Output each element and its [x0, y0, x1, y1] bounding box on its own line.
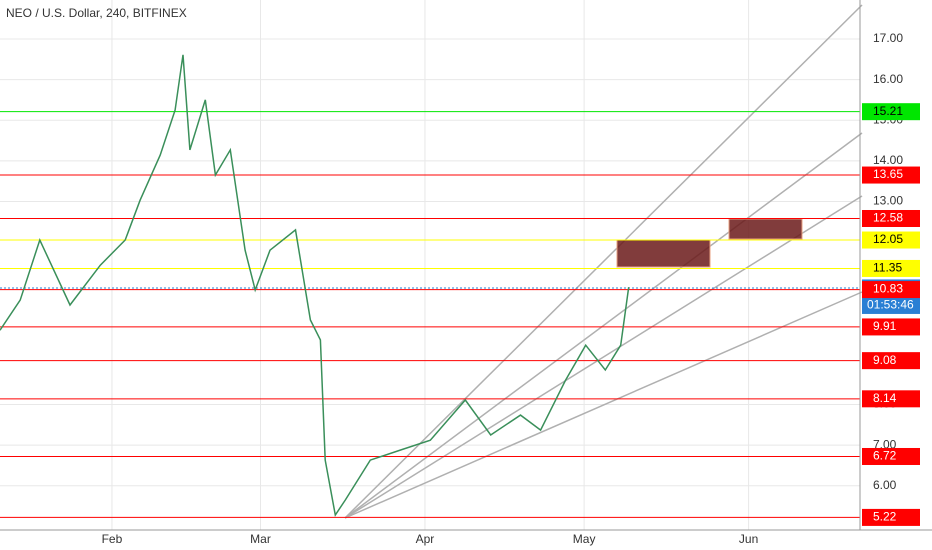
plot	[0, 54, 860, 518]
y-tick-label: 17.00	[873, 31, 903, 45]
countdown-box	[862, 296, 920, 314]
fan-line	[344, 195, 863, 519]
level-label-box	[862, 508, 920, 526]
level-label: 10.83	[873, 282, 903, 296]
x-tick-label: Jun	[739, 532, 758, 546]
level-label: 8.14	[873, 391, 897, 405]
level-label-box	[862, 390, 920, 408]
level-label: 15.21	[873, 104, 903, 118]
level-label-box	[862, 231, 920, 249]
level-label: 11.35	[873, 261, 902, 275]
chart-title: NEO / U.S. Dollar, 240, BITFINEX	[6, 6, 187, 20]
level-label-box	[862, 352, 920, 370]
y-tick-label: 6.00	[873, 478, 897, 492]
level-label-box	[862, 447, 920, 465]
level-label: 9.91	[873, 319, 897, 333]
price-line	[0, 54, 630, 517]
axis: FebMarAprMayJun6.007.008.0013.0014.0015.…	[102, 31, 920, 546]
level-label: 5.22	[873, 510, 897, 524]
level-label-box	[862, 103, 920, 121]
zone-box	[616, 239, 711, 268]
y-tick-label: 16.00	[873, 72, 903, 86]
y-tick-label: 13.00	[873, 194, 903, 208]
level-label: 6.72	[873, 449, 897, 463]
x-tick-label: Feb	[102, 532, 123, 546]
grid	[0, 0, 860, 530]
level-label: 9.08	[873, 353, 897, 367]
drawings	[344, 4, 863, 519]
level-label: 12.05	[873, 232, 903, 246]
fan-line	[344, 132, 863, 519]
x-tick-label: Mar	[250, 532, 271, 546]
x-tick-label: Apr	[416, 532, 435, 546]
fan-line	[344, 4, 863, 519]
x-tick-label: May	[573, 532, 596, 546]
countdown: 01:53:46	[867, 298, 914, 312]
level-label-box	[862, 166, 920, 184]
y-tick-label: 14.00	[873, 153, 903, 167]
level-label-box	[862, 259, 920, 277]
level-label: 13.65	[873, 167, 903, 181]
y-tick-label: 7.00	[873, 437, 897, 451]
level-label-box	[862, 318, 920, 336]
level-label-box	[862, 209, 920, 227]
zone-box	[728, 218, 803, 240]
fan-line	[344, 291, 863, 519]
level-label-box	[862, 281, 920, 299]
level-label: 12.58	[873, 211, 903, 225]
